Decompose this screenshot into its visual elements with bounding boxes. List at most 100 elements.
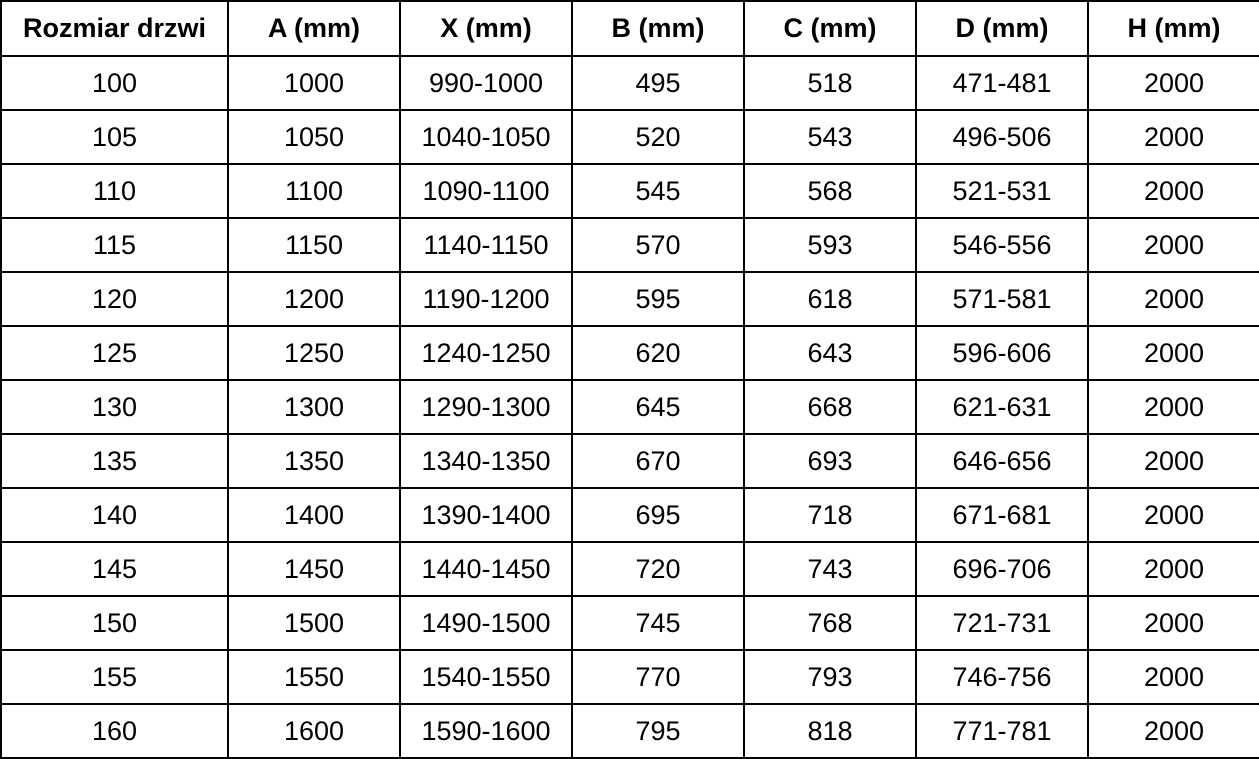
table-cell: 2000 bbox=[1087, 487, 1259, 543]
table-cell: 1390-1400 bbox=[399, 487, 573, 543]
table-cell: 2000 bbox=[1087, 433, 1259, 489]
table-row: 100 1000 990-1000 495 518 471-481 2000 bbox=[0, 55, 1259, 111]
table-cell: 818 bbox=[743, 703, 917, 759]
table-cell: 990-1000 bbox=[399, 55, 573, 111]
table-cell: 1590-1600 bbox=[399, 703, 573, 759]
table-cell: 1540-1550 bbox=[399, 649, 573, 705]
table-row: 130 1300 1290-1300 645 668 621-631 2000 bbox=[0, 379, 1259, 435]
table-row: 155 1550 1540-1550 770 793 746-756 2000 bbox=[0, 649, 1259, 705]
table-cell: 1240-1250 bbox=[399, 325, 573, 381]
column-header: B (mm) bbox=[571, 0, 745, 57]
table-cell: 793 bbox=[743, 649, 917, 705]
table-cell: 130 bbox=[0, 379, 229, 435]
column-header: C (mm) bbox=[743, 0, 917, 57]
table-cell: 645 bbox=[571, 379, 745, 435]
table-cell: 100 bbox=[0, 55, 229, 111]
table-cell: 668 bbox=[743, 379, 917, 435]
table-cell: 155 bbox=[0, 649, 229, 705]
table-cell: 618 bbox=[743, 271, 917, 327]
table-cell: 150 bbox=[0, 595, 229, 651]
table-cell: 2000 bbox=[1087, 163, 1259, 219]
table-cell: 1100 bbox=[227, 163, 401, 219]
table-cell: 795 bbox=[571, 703, 745, 759]
table-cell: 1550 bbox=[227, 649, 401, 705]
table-cell: 1490-1500 bbox=[399, 595, 573, 651]
table-header: Rozmiar drzwi A (mm) X (mm) B (mm) C (mm) D (… bbox=[0, 0, 1259, 57]
table-cell: 693 bbox=[743, 433, 917, 489]
table-cell: 521-531 bbox=[915, 163, 1089, 219]
table-cell: 145 bbox=[0, 541, 229, 597]
table-cell: 671-681 bbox=[915, 487, 1089, 543]
table-cell: 1600 bbox=[227, 703, 401, 759]
table-cell: 1050 bbox=[227, 109, 401, 165]
table-cell: 746-756 bbox=[915, 649, 1089, 705]
table-cell: 520 bbox=[571, 109, 745, 165]
table-cell: 1190-1200 bbox=[399, 271, 573, 327]
table-cell: 471-481 bbox=[915, 55, 1089, 111]
table-cell: 115 bbox=[0, 217, 229, 273]
table-cell: 620 bbox=[571, 325, 745, 381]
table-cell: 595 bbox=[571, 271, 745, 327]
column-header: A (mm) bbox=[227, 0, 401, 57]
table-cell: 1150 bbox=[227, 217, 401, 273]
table-cell: 720 bbox=[571, 541, 745, 597]
table-cell: 120 bbox=[0, 271, 229, 327]
table-cell: 2000 bbox=[1087, 595, 1259, 651]
table-cell: 2000 bbox=[1087, 55, 1259, 111]
table-cell: 718 bbox=[743, 487, 917, 543]
table-cell: 1250 bbox=[227, 325, 401, 381]
table-row: 125 1250 1240-1250 620 643 596-606 2000 bbox=[0, 325, 1259, 381]
table-cell: 646-656 bbox=[915, 433, 1089, 489]
table-cell: 2000 bbox=[1087, 649, 1259, 705]
column-header: H (mm) bbox=[1087, 0, 1259, 57]
table-cell: 1450 bbox=[227, 541, 401, 597]
table-cell: 771-781 bbox=[915, 703, 1089, 759]
table-body: 100 1000 990-1000 495 518 471-481 2000 105 1050 1… bbox=[0, 55, 1259, 759]
table-cell: 135 bbox=[0, 433, 229, 489]
table-cell: 1090-1100 bbox=[399, 163, 573, 219]
table-cell: 745 bbox=[571, 595, 745, 651]
table-cell: 1500 bbox=[227, 595, 401, 651]
table-cell: 721-731 bbox=[915, 595, 1089, 651]
table-cell: 110 bbox=[0, 163, 229, 219]
table-cell: 1200 bbox=[227, 271, 401, 327]
table-cell: 570 bbox=[571, 217, 745, 273]
table-cell: 543 bbox=[743, 109, 917, 165]
table-cell: 1140-1150 bbox=[399, 217, 573, 273]
table-cell: 105 bbox=[0, 109, 229, 165]
table-cell: 518 bbox=[743, 55, 917, 111]
header-row: Rozmiar drzwi A (mm) X (mm) B (mm) C (mm) D (… bbox=[0, 0, 1259, 57]
table-cell: 1040-1050 bbox=[399, 109, 573, 165]
table-cell: 695 bbox=[571, 487, 745, 543]
table-cell: 495 bbox=[571, 55, 745, 111]
table-cell: 1440-1450 bbox=[399, 541, 573, 597]
table-cell: 2000 bbox=[1087, 109, 1259, 165]
table-row: 115 1150 1140-1150 570 593 546-556 2000 bbox=[0, 217, 1259, 273]
table-cell: 770 bbox=[571, 649, 745, 705]
table-cell: 670 bbox=[571, 433, 745, 489]
table-row: 150 1500 1490-1500 745 768 721-731 2000 bbox=[0, 595, 1259, 651]
table-cell: 125 bbox=[0, 325, 229, 381]
table-row: 160 1600 1590-1600 795 818 771-781 2000 bbox=[0, 703, 1259, 759]
table-cell: 643 bbox=[743, 325, 917, 381]
table-cell: 546-556 bbox=[915, 217, 1089, 273]
column-header: Rozmiar drzwi bbox=[0, 0, 229, 57]
table-cell: 496-506 bbox=[915, 109, 1089, 165]
table-cell: 621-631 bbox=[915, 379, 1089, 435]
table-row: 120 1200 1190-1200 595 618 571-581 2000 bbox=[0, 271, 1259, 327]
table-cell: 545 bbox=[571, 163, 745, 219]
table-cell: 568 bbox=[743, 163, 917, 219]
table-cell: 1340-1350 bbox=[399, 433, 573, 489]
column-header: D (mm) bbox=[915, 0, 1089, 57]
table-cell: 1300 bbox=[227, 379, 401, 435]
table-cell: 2000 bbox=[1087, 541, 1259, 597]
table-cell: 160 bbox=[0, 703, 229, 759]
table-row: 105 1050 1040-1050 520 543 496-506 2000 bbox=[0, 109, 1259, 165]
table-cell: 696-706 bbox=[915, 541, 1089, 597]
table-row: 140 1400 1390-1400 695 718 671-681 2000 bbox=[0, 487, 1259, 543]
table-cell: 2000 bbox=[1087, 271, 1259, 327]
table-cell: 2000 bbox=[1087, 703, 1259, 759]
table-cell: 2000 bbox=[1087, 379, 1259, 435]
table-row: 135 1350 1340-1350 670 693 646-656 2000 bbox=[0, 433, 1259, 489]
table-cell: 593 bbox=[743, 217, 917, 273]
